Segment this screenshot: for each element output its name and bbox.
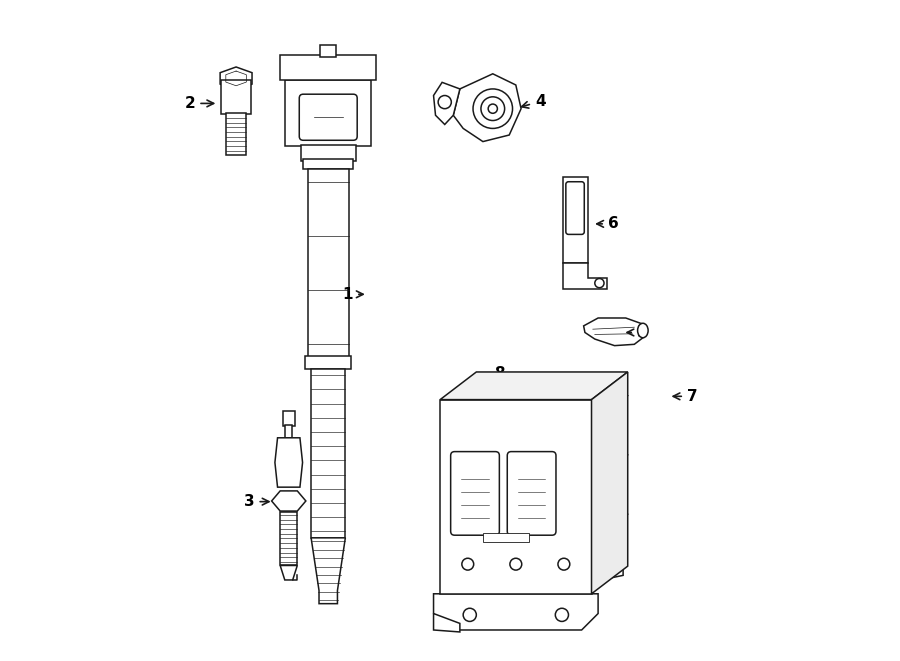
Bar: [301, 145, 356, 161]
Circle shape: [462, 559, 473, 570]
Bar: [308, 169, 348, 357]
Bar: [305, 356, 351, 369]
Polygon shape: [272, 491, 306, 511]
FancyBboxPatch shape: [300, 95, 357, 140]
FancyBboxPatch shape: [451, 451, 500, 535]
FancyBboxPatch shape: [508, 451, 556, 535]
Polygon shape: [280, 56, 376, 81]
Polygon shape: [274, 438, 302, 487]
Bar: [320, 45, 336, 57]
Circle shape: [481, 97, 505, 120]
Circle shape: [488, 104, 498, 113]
Bar: [285, 424, 292, 438]
Circle shape: [438, 96, 451, 108]
Polygon shape: [591, 400, 623, 463]
Bar: [483, 533, 529, 543]
Polygon shape: [285, 81, 371, 146]
Text: 2: 2: [184, 96, 213, 111]
Circle shape: [473, 89, 512, 128]
Text: 1: 1: [343, 287, 363, 302]
Polygon shape: [591, 518, 623, 582]
Polygon shape: [562, 262, 608, 289]
Bar: [226, 112, 246, 155]
Text: 4: 4: [522, 94, 545, 109]
Polygon shape: [434, 594, 598, 630]
Polygon shape: [454, 74, 521, 141]
FancyBboxPatch shape: [566, 182, 584, 235]
Polygon shape: [220, 67, 252, 90]
Polygon shape: [583, 318, 645, 346]
Bar: [303, 159, 353, 169]
Polygon shape: [591, 514, 628, 525]
Text: 6: 6: [597, 216, 618, 231]
Bar: [280, 512, 297, 565]
Bar: [311, 369, 346, 538]
Bar: [562, 177, 588, 262]
Bar: [220, 80, 251, 114]
Polygon shape: [311, 538, 346, 603]
Polygon shape: [434, 83, 460, 124]
Polygon shape: [280, 565, 297, 580]
Polygon shape: [440, 400, 591, 594]
Ellipse shape: [637, 323, 648, 338]
Polygon shape: [434, 613, 460, 632]
Text: 7: 7: [673, 389, 698, 404]
Text: 8: 8: [494, 366, 505, 387]
Polygon shape: [591, 459, 623, 523]
Text: 3: 3: [244, 494, 269, 509]
Circle shape: [558, 559, 570, 570]
Polygon shape: [591, 372, 627, 594]
Circle shape: [510, 559, 522, 570]
Polygon shape: [591, 455, 628, 465]
Circle shape: [464, 608, 476, 621]
Polygon shape: [440, 372, 627, 400]
Circle shape: [595, 278, 604, 288]
Circle shape: [555, 608, 569, 621]
Polygon shape: [591, 395, 628, 407]
Text: 5: 5: [627, 325, 647, 340]
Bar: [283, 411, 294, 426]
